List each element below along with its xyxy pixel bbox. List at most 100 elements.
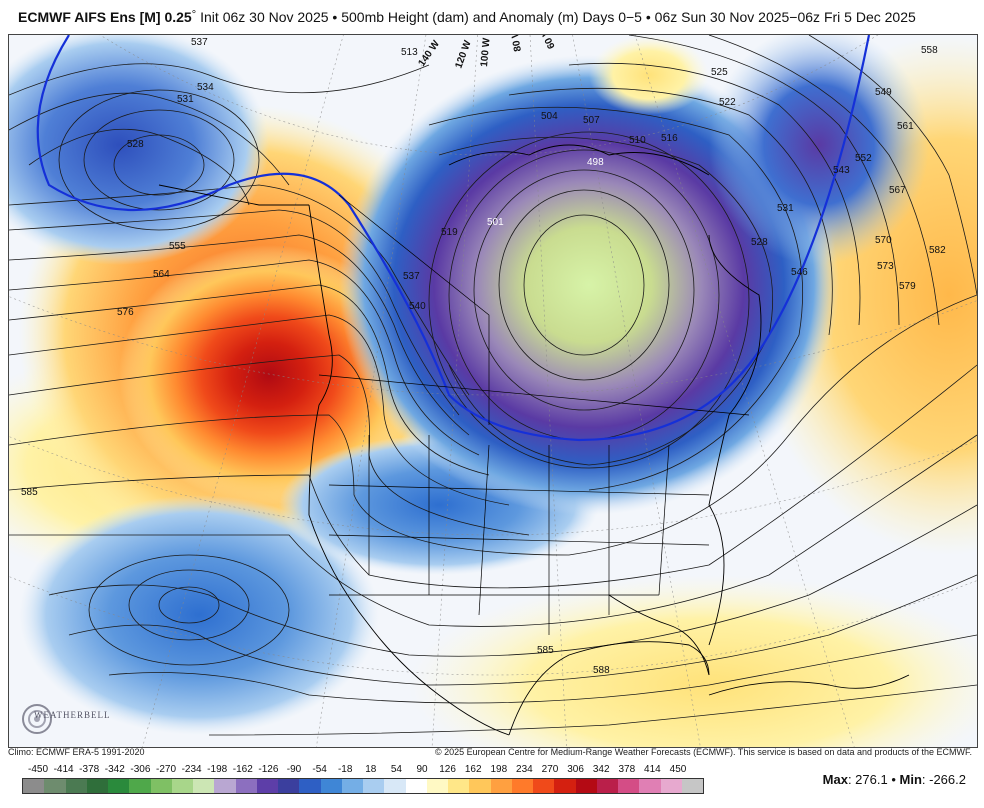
legend-swatch (214, 779, 236, 793)
contour-label: 555 (169, 241, 186, 252)
copyright-note: © 2025 European Centre for Medium-Range … (434, 747, 972, 757)
anomaly-map: 537 534 531 528 555 564 576 585 513 501 … (8, 34, 978, 748)
legend-swatch (618, 779, 640, 793)
map-description: Init 06z 30 Nov 2025 • 500mb Height (dam… (200, 9, 916, 25)
legend-swatch (639, 779, 661, 793)
legend-swatch (448, 779, 470, 793)
credits-line: Climo: ECMWF ERA-5 1991-2020 © 2025 Euro… (8, 746, 976, 760)
legend-tick-label: -378 (79, 764, 100, 775)
contour-label: 525 (711, 67, 728, 78)
contour-label: 561 (897, 121, 914, 132)
contour-label: 516 (661, 133, 678, 144)
legend-tick-label: 126 (439, 764, 456, 775)
legend-swatch (681, 779, 703, 793)
legend-swatch (660, 779, 682, 793)
anomaly-shade-gulf-ridge (409, 575, 977, 747)
legend-tick-label: 18 (365, 764, 377, 775)
legend-swatch (193, 779, 215, 793)
anomaly-shade-alaska-blue (9, 35, 269, 265)
anomaly-legend: -450 -414 -378 -342 -306 -270 -234 -198 -162 -126… (8, 764, 708, 798)
legend-swatch (129, 779, 151, 793)
contour-label: 576 (117, 307, 134, 318)
legend-swatch (299, 779, 321, 793)
legend-swatch (554, 779, 576, 793)
legend-tick-label: 54 (390, 764, 402, 775)
legend-tick-label: 90 (416, 764, 428, 775)
contour-label: 501 (487, 217, 504, 228)
legend-swatch (44, 779, 66, 793)
contour-label: 567 (889, 185, 906, 196)
legend-swatch (235, 779, 257, 793)
legend-color-bar (22, 778, 704, 794)
legend-tick-label: -54 (312, 764, 327, 775)
legend-swatch (426, 779, 448, 793)
contour-label: 528 (751, 237, 768, 248)
legend-tick-label: -342 (104, 764, 125, 775)
legend-tick-label: -126 (258, 764, 279, 775)
legend-swatch (86, 779, 108, 793)
legend-swatch (490, 779, 512, 793)
model-name: ECMWF AIFS Ens [M] 0.25° (18, 9, 197, 25)
map-title: ECMWF AIFS Ens [M] 0.25° Init 06z 30 Nov… (0, 0, 984, 34)
contour-label: 543 (833, 165, 850, 176)
legend-swatch (23, 779, 45, 793)
legend-tick-label: 198 (490, 764, 508, 775)
legend-swatch (171, 779, 193, 793)
legend-swatch (256, 779, 278, 793)
legend-swatch (363, 779, 385, 793)
legend-tick-label: 450 (669, 764, 687, 775)
legend-tick-label: -90 (286, 764, 302, 775)
contour-label: 588 (593, 665, 610, 676)
legend-tick-label: 342 (592, 764, 610, 775)
min-value: -266.2 (929, 772, 966, 787)
min-label: Min (899, 772, 922, 787)
contour-label: 570 (875, 235, 892, 246)
coastlines (158, 144, 910, 736)
climatology-540-contour (36, 35, 871, 442)
legend-tick-label: 414 (644, 764, 661, 775)
contour-label: 528 (127, 139, 144, 150)
contour-label: 549 (875, 87, 892, 98)
legend-tick-label: -450 (27, 764, 49, 775)
max-label: Max (822, 772, 848, 787)
legend-tick-label: 162 (464, 764, 482, 775)
contour-label: 504 (541, 111, 558, 122)
legend-tick-label: -306 (130, 764, 151, 775)
contour-label: 564 (153, 269, 170, 280)
contour-label: 573 (877, 261, 894, 272)
climo-note: Climo: ECMWF ERA-5 1991-2020 (8, 747, 145, 757)
contour-label: 531 (777, 203, 794, 214)
legend-swatch (511, 779, 533, 793)
legend-tick-label: -270 (155, 764, 177, 775)
legend-swatch (341, 779, 363, 793)
contour-label: 534 (197, 82, 214, 93)
legend-tick-label: 234 (516, 764, 533, 775)
legend-swatch (108, 779, 130, 793)
legend-tick-label: 378 (618, 764, 636, 775)
contour-label: 513 (401, 47, 418, 58)
state-borders (318, 194, 750, 635)
weatherbell-logo-mark: WEATHERBELL (14, 696, 110, 740)
contour-label: 585 (537, 645, 554, 656)
legend-swatch (469, 779, 491, 793)
legend-swatch (320, 779, 342, 793)
longitude-label: 80 W (509, 35, 524, 52)
contour-label: 498 (587, 157, 604, 168)
contour-label: 579 (899, 281, 916, 292)
contour-label: 531 (177, 94, 194, 105)
contour-label: 582 (929, 245, 946, 256)
weatherbell-logo (22, 704, 52, 734)
contour-label: 537 (191, 37, 208, 48)
legend-tick-label: 270 (541, 764, 559, 775)
legend-swatch (533, 779, 555, 793)
contour-label: 585 (21, 487, 38, 498)
contour-label: 546 (791, 267, 808, 278)
legend-swatch (150, 779, 172, 793)
contour-label: 519 (441, 227, 458, 238)
legend-tick-label: -414 (53, 764, 74, 775)
legend-tick-label: -198 (207, 764, 228, 775)
contour-label: 558 (921, 45, 938, 56)
logo-text: WEATHERBELL (34, 710, 111, 720)
legend-tick-label: -234 (181, 764, 202, 775)
legend-tick-label: -162 (232, 764, 253, 775)
